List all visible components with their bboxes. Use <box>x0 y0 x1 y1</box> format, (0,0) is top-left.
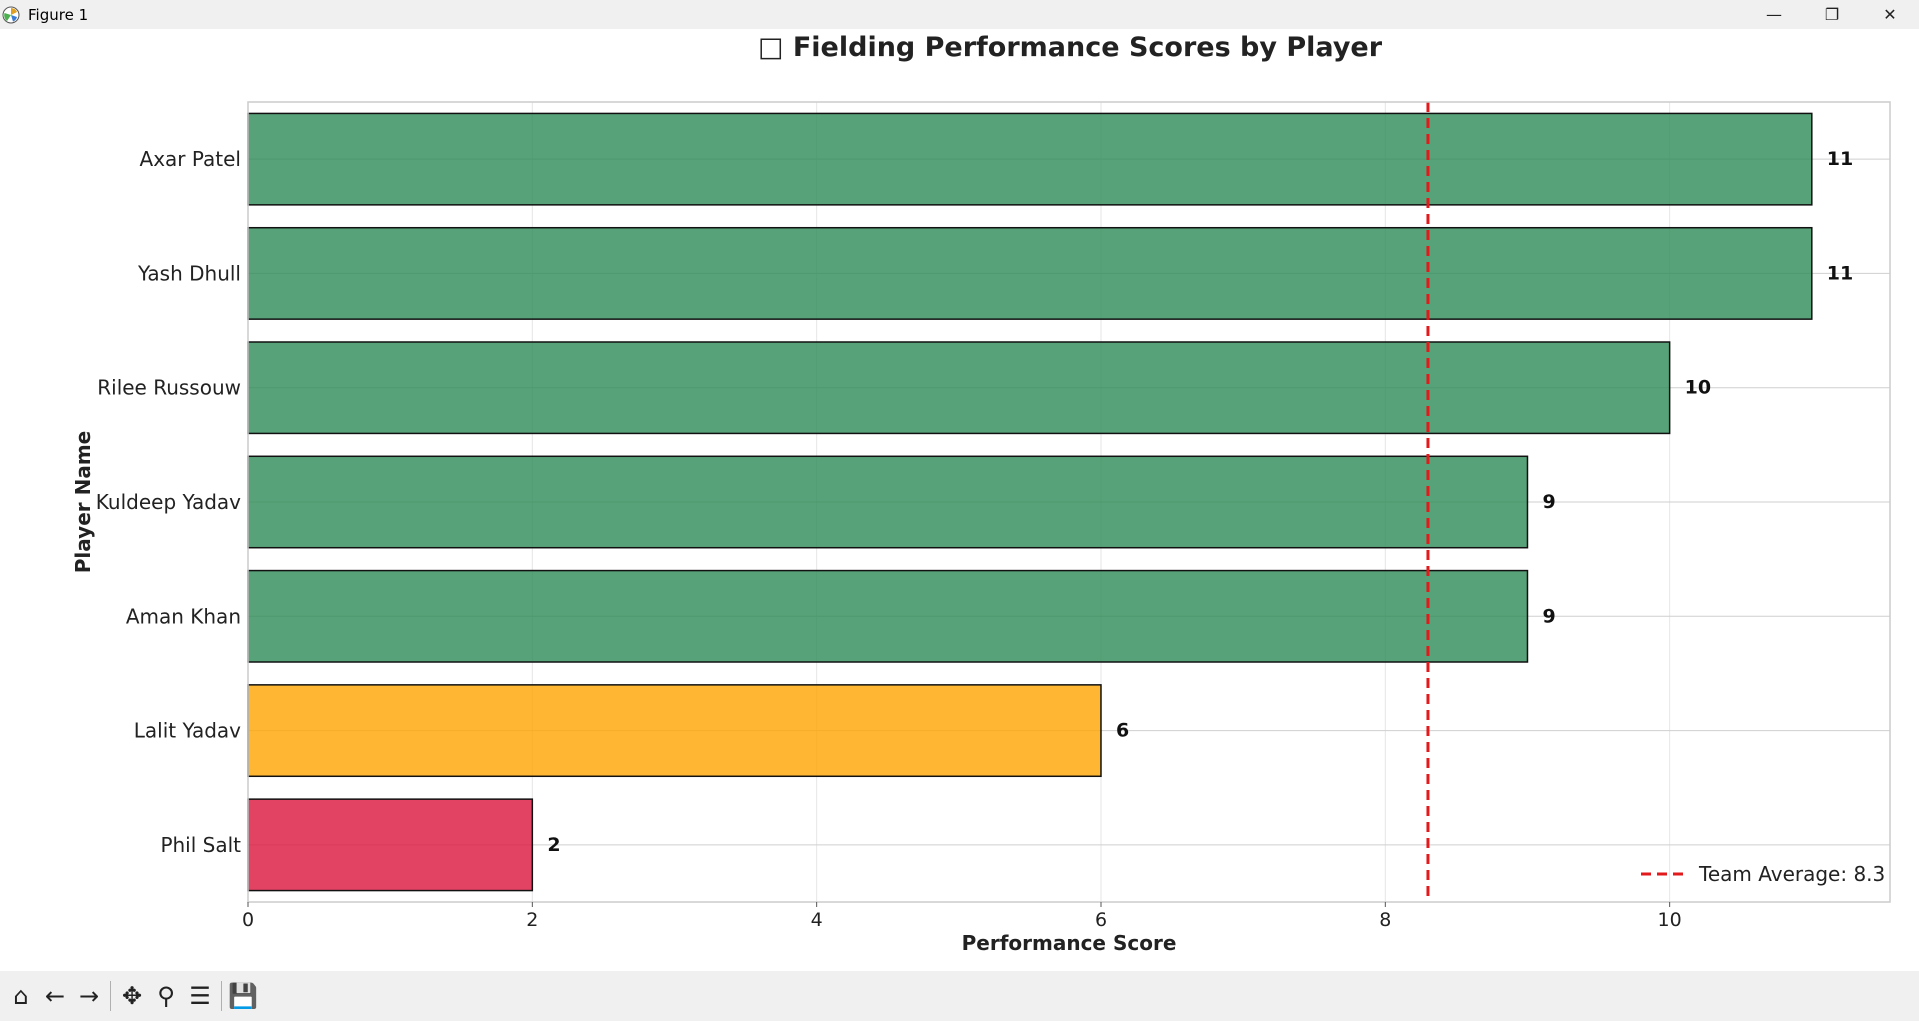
window-titlebar: Figure 1 — ❐ ✕ <box>0 0 1919 29</box>
forward-button[interactable]: → <box>72 979 106 1013</box>
x-tick-label: 4 <box>811 909 823 931</box>
home-icon: ⌂ <box>13 982 29 1010</box>
navigation-toolbar: ⌂ ← → ✥ ⚲ ☰ 💾 <box>0 971 1919 1021</box>
bar-value-label: 2 <box>547 834 560 856</box>
y-tick-label: Aman Khan <box>126 604 241 628</box>
window-title: Figure 1 <box>28 5 89 24</box>
bar <box>247 455 1529 549</box>
pan-icon: ✥ <box>121 982 143 1010</box>
x-axis-label: Performance Score <box>962 931 1177 955</box>
pan-button[interactable]: ✥ <box>115 979 149 1013</box>
legend-entry: Team Average: 8.3 <box>1698 862 1885 886</box>
back-button[interactable]: ← <box>38 979 72 1013</box>
bar <box>247 684 1102 778</box>
home-button[interactable]: ⌂ <box>4 979 38 1013</box>
y-tick-label: Lalit Yadav <box>134 719 241 743</box>
x-tick-label: 2 <box>526 909 538 931</box>
bar-value-label: 11 <box>1827 262 1853 284</box>
configure-subplots-button[interactable]: ☰ <box>183 979 217 1013</box>
bar-value-label: 9 <box>1542 491 1555 513</box>
bar-value-label: 11 <box>1827 148 1853 170</box>
y-axis-ticks: Axar Patel Yash Dhull Rilee Russouw Kuldeep… <box>96 147 241 857</box>
configure-subplots-icon: ☰ <box>189 982 211 1010</box>
y-axis-label: Player Name <box>71 431 95 573</box>
bar <box>247 341 1671 435</box>
bar <box>247 112 1813 206</box>
toolbar-separator <box>110 981 111 1011</box>
figure-canvas: □ Fielding Performance Scores by Player … <box>0 29 1919 971</box>
legend: Team Average: 8.3 <box>1641 862 1885 886</box>
chart-title: □ Fielding Performance Scores by Player <box>758 32 1383 63</box>
x-tick-label: 10 <box>1658 909 1682 931</box>
bar-value-label: 9 <box>1542 605 1555 627</box>
back-icon: ← <box>44 982 66 1010</box>
minimize-button[interactable]: — <box>1766 5 1782 24</box>
y-tick-label: Yash Dhull <box>137 261 241 285</box>
bar-value-label: 6 <box>1116 720 1129 742</box>
y-tick-label: Kuldeep Yadav <box>96 490 241 514</box>
x-axis-ticks: 0 2 4 6 8 10 <box>242 902 1682 931</box>
bars <box>247 112 1813 892</box>
y-tick-label: Phil Salt <box>160 833 241 857</box>
restore-button[interactable]: ❐ <box>1824 5 1840 24</box>
matplotlib-logo-icon <box>0 4 22 26</box>
bar-chart: □ Fielding Performance Scores by Player … <box>71 32 1891 955</box>
x-tick-label: 0 <box>242 909 254 931</box>
y-tick-label: Rilee Russouw <box>97 376 241 400</box>
x-tick-label: 8 <box>1379 909 1391 931</box>
close-button[interactable]: ✕ <box>1883 5 1897 24</box>
bar <box>247 798 534 892</box>
x-tick-label: 6 <box>1095 909 1107 931</box>
zoom-button[interactable]: ⚲ <box>149 979 183 1013</box>
bar <box>247 226 1813 320</box>
save-icon: 💾 <box>228 982 258 1010</box>
forward-icon: → <box>78 982 100 1010</box>
zoom-icon: ⚲ <box>157 982 175 1010</box>
toolbar-separator <box>221 981 222 1011</box>
y-tick-label: Axar Patel <box>140 147 241 171</box>
value-labels: 11 11 10 9 9 6 2 <box>547 148 1853 856</box>
save-button[interactable]: 💾 <box>226 979 260 1013</box>
window-controls: — ❐ ✕ <box>1745 0 1919 29</box>
bar-value-label: 10 <box>1685 377 1711 399</box>
bar <box>247 569 1529 663</box>
plot-frame <box>247 101 1891 903</box>
